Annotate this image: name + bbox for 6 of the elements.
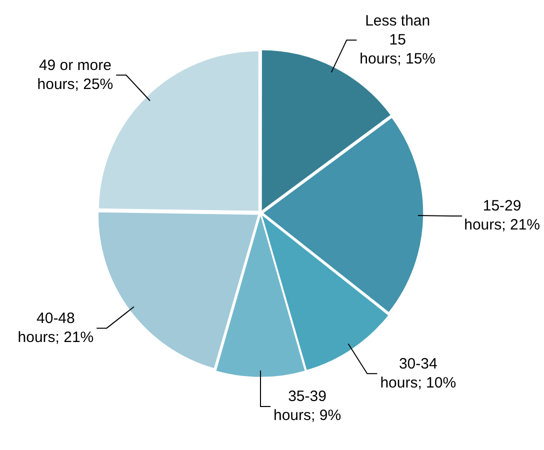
slice-label: 35-39 hours; 9% (273, 388, 342, 424)
slice-label: 40-48 hours; 21% (18, 310, 94, 346)
slice-label: 49 or more hours; 25% (37, 56, 114, 93)
slice-label: Less than 15 hours; 15% (360, 12, 436, 68)
slice-label: 15-29 hours; 21% (464, 198, 540, 234)
slice-label: 30-34 hours; 10% (380, 355, 456, 392)
